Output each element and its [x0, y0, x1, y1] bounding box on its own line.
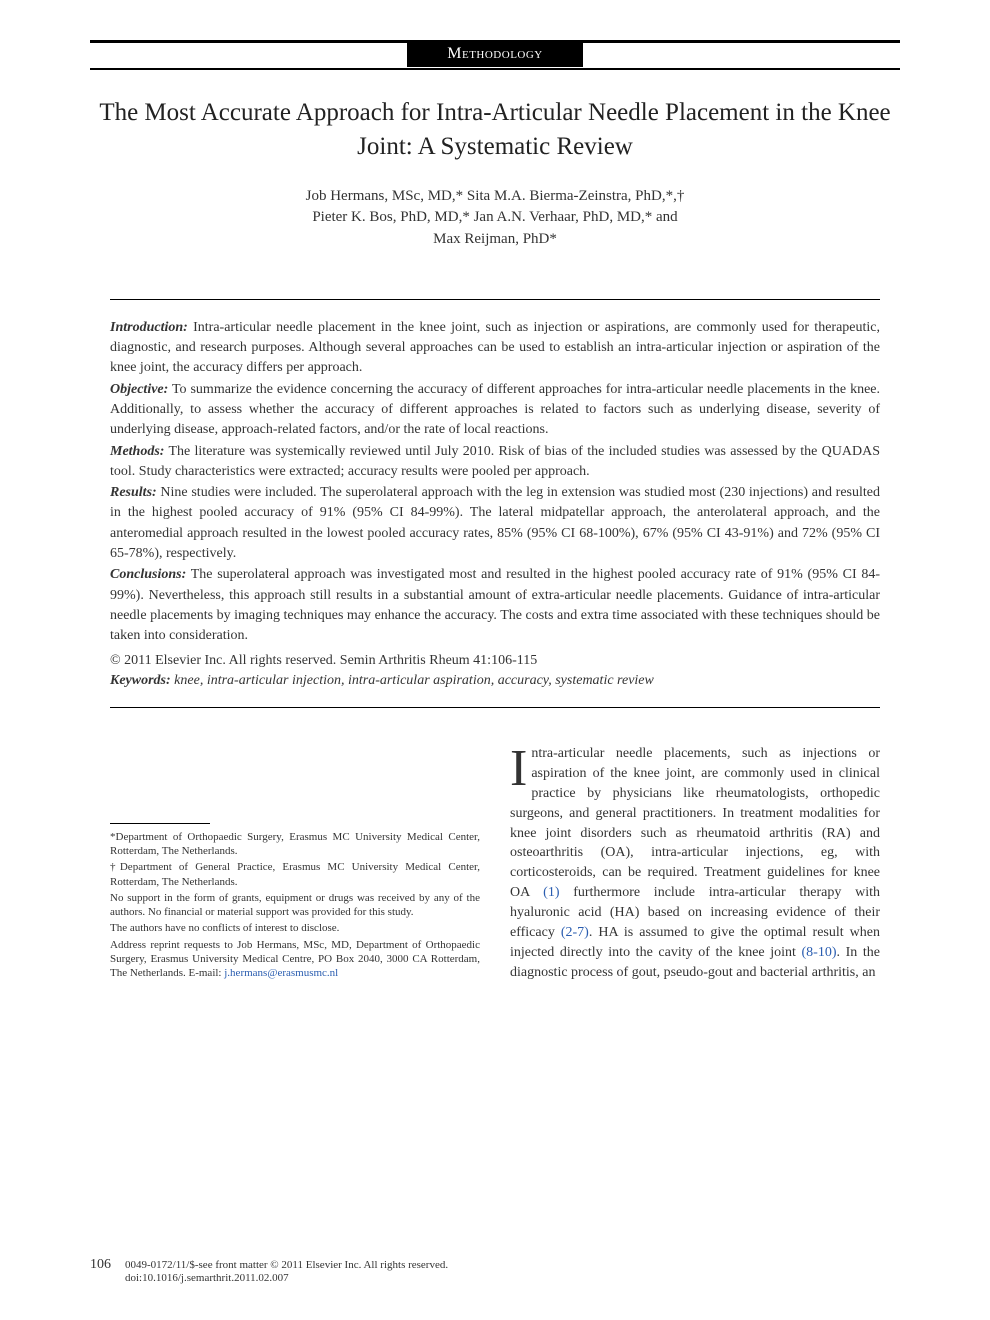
- abstract-text: The literature was systemically reviewed…: [110, 444, 880, 479]
- body-text-a: ntra-articular needle placements, such a…: [510, 746, 880, 900]
- abstract-box: Introduction: Intra-articular needle pla…: [110, 299, 880, 708]
- footnote-rule: [110, 823, 210, 824]
- citation-link[interactable]: (8-10): [802, 945, 837, 960]
- abstract-label: Introduction:: [110, 320, 188, 335]
- reprint-email[interactable]: j.hermans@erasmusmc.nl: [224, 967, 338, 979]
- abstract-label: Results:: [110, 485, 157, 500]
- page-number: 106: [90, 1257, 111, 1273]
- abstract-intro: Introduction: Intra-articular needle pla…: [110, 318, 880, 379]
- support-note: No support in the form of grants, equipm…: [110, 891, 480, 920]
- footer-doi: doi:10.1016/j.semarthrit.2011.02.007: [125, 1272, 289, 1284]
- footer-copyright: 0049-0172/11/$-see front matter © 2011 E…: [125, 1259, 448, 1271]
- abstract-keywords: Keywords: knee, intra-articular injectio…: [110, 671, 880, 691]
- abstract-text: The superolateral approach was investiga…: [110, 567, 880, 643]
- abstract-text: Intra-articular needle placement in the …: [110, 320, 880, 376]
- dropcap: I: [510, 744, 531, 791]
- keywords-label: Keywords:: [110, 673, 171, 688]
- body-columns: *Department of Orthopaedic Surgery, Eras…: [110, 744, 880, 983]
- abstract-text: To summarize the evidence concerning the…: [110, 382, 880, 438]
- authors-line: Max Reijman, PhD*: [433, 231, 557, 247]
- abstract-label: Methods:: [110, 444, 164, 459]
- section-label: Methodology: [407, 43, 583, 67]
- abstract-conclusions: Conclusions: The superolateral approach …: [110, 565, 880, 646]
- page-footer: 106 0049-0172/11/$-see front matter © 20…: [90, 1257, 900, 1287]
- article-title: The Most Accurate Approach for Intra-Art…: [90, 96, 900, 164]
- abstract-label: Conclusions:: [110, 567, 186, 582]
- abstract-copyright: © 2011 Elsevier Inc. All rights reserved…: [110, 651, 880, 671]
- authors-line: Job Hermans, MSc, MD,* Sita M.A. Bierma-…: [306, 188, 685, 204]
- body-paragraph: Intra-articular needle placements, such …: [510, 744, 880, 983]
- abstract-objective: Objective: To summarize the evidence con…: [110, 380, 880, 441]
- abstract-results: Results: Nine studies were included. The…: [110, 483, 880, 564]
- authors-line: Pieter K. Bos, PhD, MD,* Jan A.N. Verhaa…: [312, 209, 677, 225]
- reprint-note: Address reprint requests to Job Hermans,…: [110, 938, 480, 981]
- footer-meta: 0049-0172/11/$-see front matter © 2011 E…: [125, 1259, 448, 1287]
- affiliation: †Department of General Practice, Erasmus…: [110, 860, 480, 889]
- left-column: *Department of Orthopaedic Surgery, Eras…: [110, 744, 480, 983]
- abstract-label: Objective:: [110, 382, 168, 397]
- abstract-text: Nine studies were included. The superola…: [110, 485, 880, 561]
- keywords-text: knee, intra-articular injection, intra-a…: [171, 673, 654, 688]
- affiliation: *Department of Orthopaedic Surgery, Eras…: [110, 830, 480, 859]
- abstract-methods: Methods: The literature was systemically…: [110, 442, 880, 483]
- conflicts-note: The authors have no conflicts of interes…: [110, 921, 480, 935]
- citation-link[interactable]: (1): [543, 885, 559, 900]
- right-column: Intra-articular needle placements, such …: [510, 744, 880, 983]
- citation-link[interactable]: (2-7): [561, 925, 589, 940]
- authors-block: Job Hermans, MSc, MD,* Sita M.A. Bierma-…: [90, 186, 900, 251]
- section-header-bar: Methodology: [90, 40, 900, 70]
